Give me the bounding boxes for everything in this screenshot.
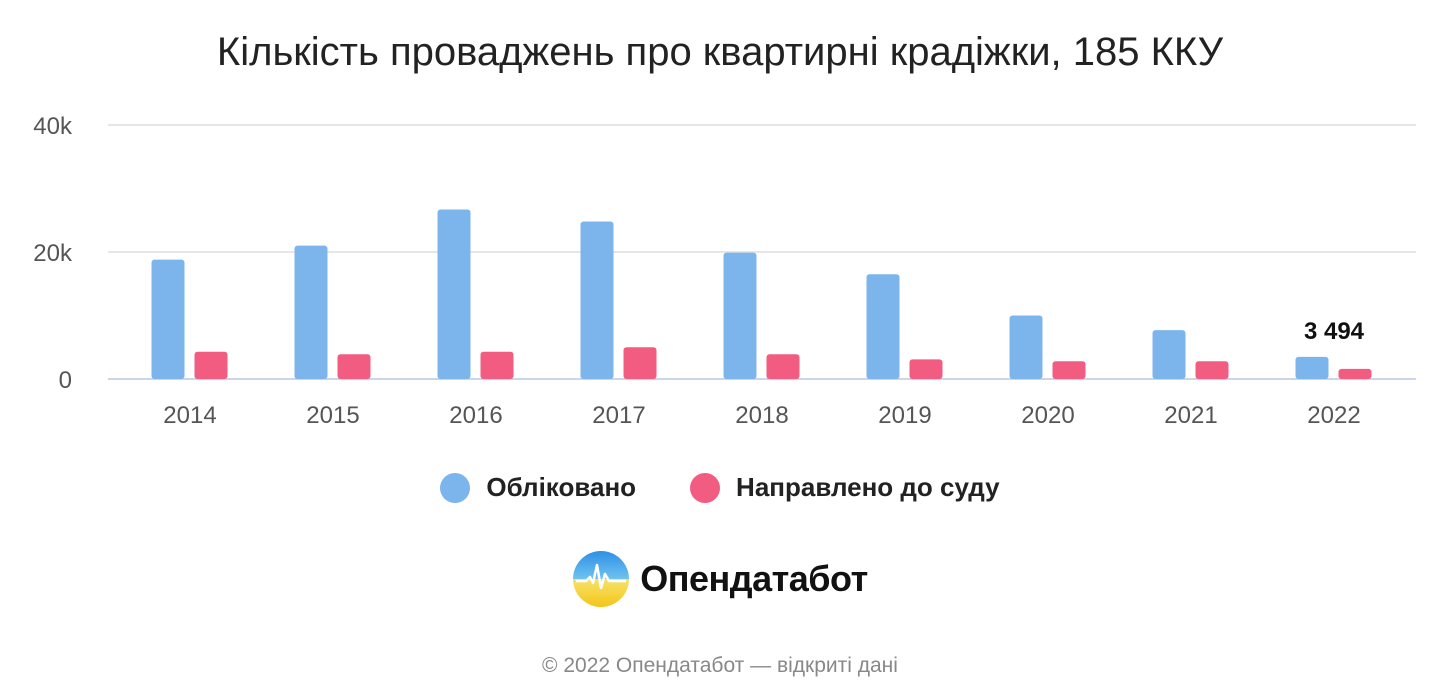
footer-credit: © 2022 Опендатабот — відкриті дані (542, 654, 898, 677)
bars (151, 209, 1372, 380)
x-axis-ticks: 2014 2015 2016 2017 2018 2019 2020 2021 2022 (163, 402, 1360, 429)
x-tick-label-2017: 2017 (592, 402, 645, 429)
bar-recorded-2022[interactable] (1295, 356, 1329, 379)
x-tick-label-2020: 2020 (1021, 402, 1074, 429)
logo-wordmark: Опендатабот (640, 558, 868, 599)
bar-recorded-2016[interactable] (437, 209, 471, 379)
legend-label-sent-to-court: Направлено до суду (736, 472, 1000, 502)
x-tick-label-2021: 2021 (1164, 402, 1217, 429)
bar-recorded-2014[interactable] (151, 259, 185, 379)
legend-item-recorded[interactable]: Обліковано (440, 472, 636, 503)
data-label-2022: 3 494 (1304, 318, 1365, 345)
chart-title: Кількість проваджень про квартирні краді… (216, 30, 1224, 74)
data-labels: 3 494 (1304, 318, 1365, 345)
legend-label-recorded: Обліковано (486, 472, 637, 502)
bar-sent-to-court-2019[interactable] (909, 359, 943, 379)
bar-recorded-2015[interactable] (294, 245, 328, 379)
y-tick-label: 20k (33, 240, 73, 267)
bar-chart: 0 20k 40k 2014 2015 2016 2017 2018 2019 2020 2021… (33, 113, 1416, 429)
x-tick-label-2019: 2019 (878, 402, 931, 429)
x-tick-label-2015: 2015 (306, 402, 359, 429)
y-axis-ticks: 0 20k 40k (33, 113, 73, 394)
bar-recorded-2019[interactable] (866, 274, 900, 379)
bar-sent-to-court-2022[interactable] (1338, 368, 1372, 379)
opendatabot-logo-icon (573, 551, 630, 607)
bar-sent-to-court-2021[interactable] (1195, 361, 1229, 379)
x-tick-label-2016: 2016 (449, 402, 502, 429)
x-tick-label-2022: 2022 (1307, 402, 1360, 429)
bar-sent-to-court-2018[interactable] (766, 354, 800, 379)
legend-marker-sent-to-court (690, 472, 721, 503)
y-tick-label: 0 (59, 367, 72, 394)
legend: Обліковано Направлено до суду (0, 472, 1440, 503)
y-tick-label: 40k (33, 113, 73, 140)
bar-sent-to-court-2014[interactable] (194, 351, 228, 379)
bar-sent-to-court-2015[interactable] (337, 354, 371, 379)
legend-marker-recorded (440, 472, 471, 503)
legend-item-sent-to-court[interactable]: Направлено до суду (690, 472, 1000, 503)
bar-recorded-2017[interactable] (580, 221, 614, 379)
bar-sent-to-court-2016[interactable] (480, 351, 514, 379)
x-tick-label-2018: 2018 (735, 402, 788, 429)
bar-sent-to-court-2020[interactable] (1052, 361, 1086, 379)
opendatabot-logo: Опендатабот (0, 550, 1440, 608)
bar-recorded-2020[interactable] (1009, 315, 1043, 380)
bar-recorded-2018[interactable] (723, 252, 757, 379)
bar-sent-to-court-2017[interactable] (623, 347, 657, 379)
x-tick-label-2014: 2014 (163, 402, 216, 429)
bar-recorded-2021[interactable] (1152, 330, 1186, 379)
